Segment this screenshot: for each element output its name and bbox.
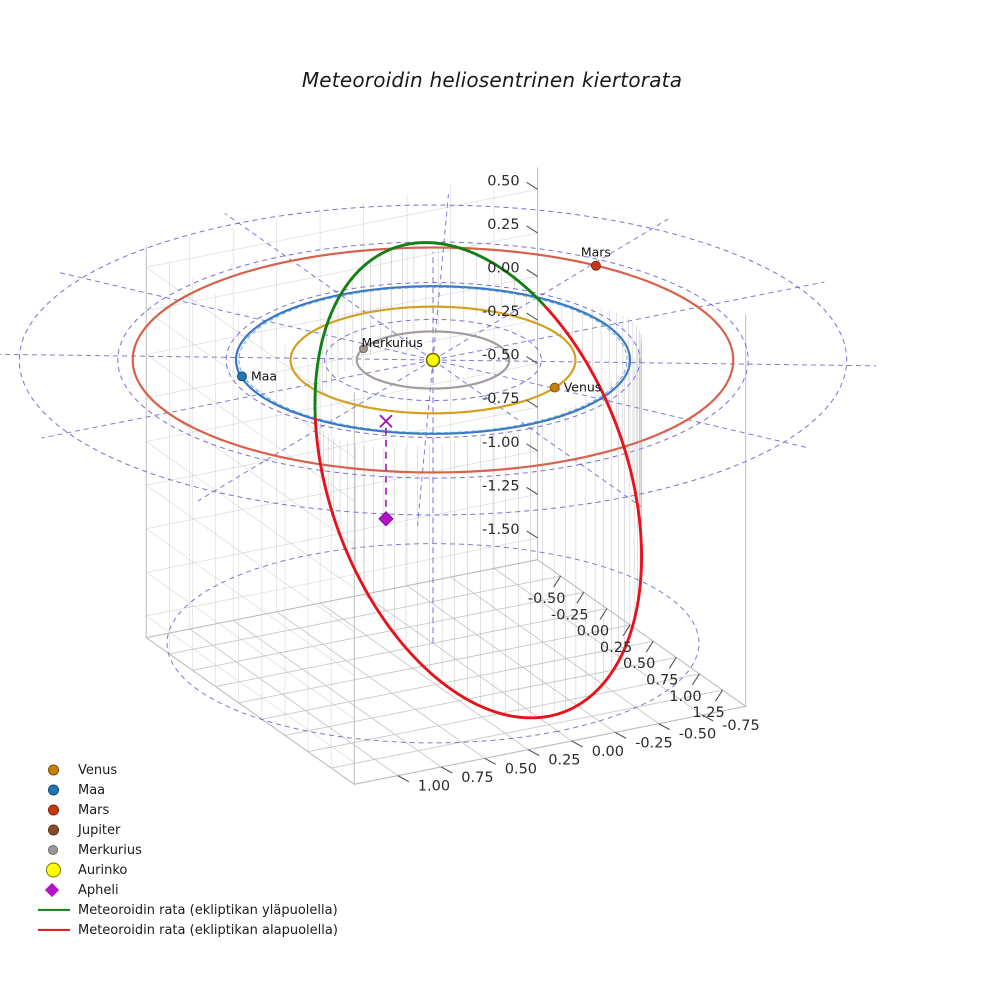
axis-tick-label: -0.50	[679, 727, 717, 743]
marker-apheli	[378, 511, 394, 527]
marker-label-maa: Maa	[251, 368, 277, 383]
legend-marker-swatch	[36, 780, 72, 800]
axis-tick-label: 0.50	[505, 761, 537, 777]
legend-item-label: Maa	[78, 782, 106, 798]
axis-tick-label: 0.00	[577, 624, 609, 640]
circle-icon	[47, 764, 59, 776]
axis-tick-label: 0.75	[646, 672, 678, 688]
circle-icon	[48, 845, 58, 855]
marker-label-mars: Mars	[581, 245, 611, 260]
axes-grid	[144, 167, 747, 785]
axis-tick-label: -0.50	[482, 348, 520, 364]
line-icon	[38, 908, 70, 912]
circle-icon	[47, 824, 59, 836]
axis-tick-label: -1.00	[482, 435, 520, 451]
axis-tick-label: -1.50	[482, 522, 520, 538]
marker-aurinko	[425, 352, 441, 368]
circle-icon	[47, 804, 59, 816]
axis-tick-label: 0.50	[487, 173, 519, 189]
axis-tick-label: 0.25	[600, 640, 632, 656]
meteoroid-orbit	[313, 241, 643, 720]
marker-maa	[237, 371, 247, 382]
diamond-icon	[44, 882, 60, 898]
chart-legend: Venus Maa Mars Jupiter Merkurius Aurinko Aphel…	[36, 760, 366, 940]
axis-tick-label: 1.25	[692, 705, 724, 721]
line-icon	[38, 928, 70, 932]
legend-item-label: Venus	[78, 762, 118, 778]
axis-tick-label: 1.00	[418, 779, 450, 795]
axis-tick-label: 0.00	[592, 744, 624, 760]
legend-item-label: Aurinko	[78, 862, 128, 878]
legend-item-label: Merkurius	[78, 842, 142, 858]
axis-tick-label: -0.25	[635, 735, 673, 751]
marker-label-venus: Venus	[564, 380, 602, 395]
axis-tick-label: 0.50	[623, 656, 655, 672]
legend-item-label: Jupiter	[78, 822, 121, 838]
axis-tick-label: 0.25	[548, 753, 580, 769]
legend-item[interactable]: Mars	[36, 800, 366, 820]
axis-tick-label: 1.00	[669, 689, 701, 705]
legend-item[interactable]: Meteoroidin rata (ekliptikan yläpuolella…	[36, 900, 366, 920]
legend-marker-swatch	[36, 860, 72, 880]
axis-tick-label: -0.25	[482, 304, 520, 320]
body-markers: Merkurius Venus Maa Mars	[237, 245, 611, 527]
legend-marker-swatch	[36, 760, 72, 780]
legend-marker-swatch	[36, 820, 72, 840]
legend-line-swatch	[36, 900, 72, 920]
legend-marker-swatch	[36, 800, 72, 820]
legend-item[interactable]: Apheli	[36, 880, 366, 900]
marker-label-merkurius: Merkurius	[362, 335, 423, 350]
legend-item[interactable]: Jupiter	[36, 820, 366, 840]
legend-item-label: Mars	[78, 802, 110, 818]
legend-item-label: Meteoroidin rata (ekliptikan alapuolella…	[78, 922, 338, 938]
axis-tick-labels: 0.500.250.00-0.25-0.50-0.75-1.00-1.25-1.…	[397, 173, 760, 795]
axis-tick-label: -0.75	[722, 718, 760, 734]
axis-tick-label: -0.75	[482, 391, 520, 407]
axis-tick-label: 0.00	[487, 260, 519, 276]
axis-tick-label: -0.25	[551, 607, 589, 623]
legend-item-label: Apheli	[78, 882, 119, 898]
axis-tick-label: 0.25	[487, 217, 519, 233]
marker-mars	[590, 260, 601, 271]
axis-tick-label: 0.75	[461, 770, 493, 786]
circle-icon	[47, 784, 59, 796]
legend-line-swatch	[36, 920, 72, 940]
legend-marker-swatch	[36, 840, 72, 860]
legend-item[interactable]: Venus	[36, 760, 366, 780]
legend-item-label: Meteoroidin rata (ekliptikan yläpuolella…	[78, 902, 338, 918]
legend-item[interactable]: Maa	[36, 780, 366, 800]
axis-tick-label: -0.50	[528, 591, 566, 607]
guide-lines	[0, 194, 876, 744]
legend-marker-swatch	[36, 880, 72, 900]
marker-venus	[549, 382, 560, 393]
legend-item[interactable]: Aurinko	[36, 860, 366, 880]
legend-item[interactable]: Merkurius	[36, 840, 366, 860]
legend-item[interactable]: Meteoroidin rata (ekliptikan alapuolella…	[36, 920, 366, 940]
axis-tick-label: -1.25	[482, 478, 520, 494]
marker-merkurius	[359, 344, 368, 354]
circle-icon	[45, 862, 61, 878]
chart-title: Meteoroidin heliosentrinen kiertorata	[301, 68, 683, 92]
